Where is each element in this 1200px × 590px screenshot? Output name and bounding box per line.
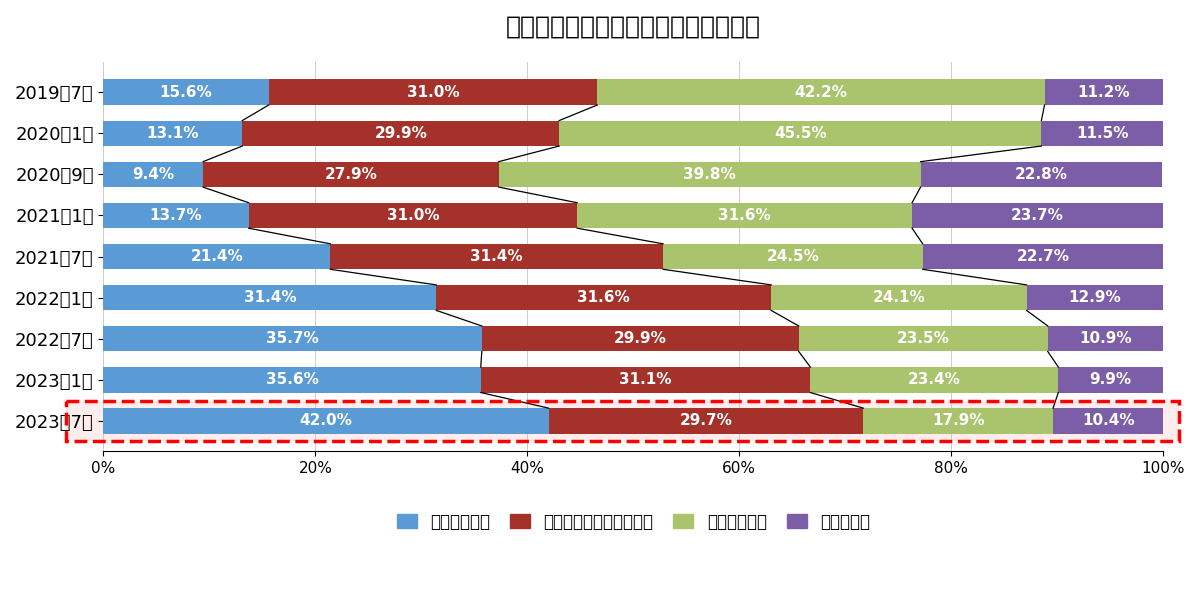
Text: 42.2%: 42.2% xyxy=(794,85,847,100)
Bar xyxy=(482,326,799,352)
Text: 31.0%: 31.0% xyxy=(407,85,460,100)
Text: 10.9%: 10.9% xyxy=(1079,331,1132,346)
Text: 12.9%: 12.9% xyxy=(1068,290,1121,305)
Bar xyxy=(598,80,1044,105)
Text: 29.9%: 29.9% xyxy=(614,331,667,346)
Bar xyxy=(103,203,248,228)
Text: 22.7%: 22.7% xyxy=(1016,249,1069,264)
Text: 17.9%: 17.9% xyxy=(932,414,984,428)
Bar xyxy=(481,367,810,392)
Text: 31.6%: 31.6% xyxy=(577,290,630,305)
Bar xyxy=(772,285,1026,310)
Bar xyxy=(923,244,1163,269)
Text: 13.1%: 13.1% xyxy=(146,126,199,141)
Text: 29.9%: 29.9% xyxy=(374,126,427,141)
Bar xyxy=(248,203,577,228)
Bar xyxy=(103,408,548,434)
Text: 21.4%: 21.4% xyxy=(191,249,244,264)
Text: 24.1%: 24.1% xyxy=(872,290,925,305)
Bar xyxy=(437,285,772,310)
Bar xyxy=(1026,285,1163,310)
Text: 10.4%: 10.4% xyxy=(1082,414,1134,428)
Bar xyxy=(920,162,1162,187)
Bar xyxy=(559,120,1042,146)
FancyBboxPatch shape xyxy=(66,401,1180,441)
Text: 15.6%: 15.6% xyxy=(160,85,212,100)
Text: 9.9%: 9.9% xyxy=(1090,372,1132,387)
Bar xyxy=(103,80,269,105)
Text: 31.1%: 31.1% xyxy=(619,372,672,387)
Text: 35.7%: 35.7% xyxy=(266,331,319,346)
Text: 27.9%: 27.9% xyxy=(324,167,377,182)
Bar xyxy=(499,162,920,187)
Bar xyxy=(863,408,1054,434)
Bar xyxy=(577,203,912,228)
Bar xyxy=(664,244,923,269)
Bar xyxy=(1044,80,1163,105)
Bar xyxy=(912,203,1163,228)
Text: 22.8%: 22.8% xyxy=(1015,167,1068,182)
Bar xyxy=(103,120,242,146)
Bar xyxy=(1048,326,1163,352)
Text: 23.5%: 23.5% xyxy=(896,331,949,346)
Bar xyxy=(242,120,559,146)
Title: 不動産の価格はどうなると思いますか: 不動産の価格はどうなると思いますか xyxy=(506,15,761,39)
Text: 45.5%: 45.5% xyxy=(774,126,827,141)
Text: 31.4%: 31.4% xyxy=(470,249,523,264)
Bar xyxy=(103,162,203,187)
Text: 11.2%: 11.2% xyxy=(1078,85,1130,100)
Text: 31.0%: 31.0% xyxy=(386,208,439,223)
Text: 29.7%: 29.7% xyxy=(679,414,732,428)
Text: 13.7%: 13.7% xyxy=(150,208,203,223)
Legend: 上がると思う, 横ばいで推移すると思う, 下がると思う, わからない: 上がると思う, 横ばいで推移すると思う, 下がると思う, わからない xyxy=(390,506,877,537)
Bar xyxy=(1054,408,1163,434)
Bar xyxy=(810,367,1058,392)
Bar xyxy=(1058,367,1163,392)
Text: 31.6%: 31.6% xyxy=(719,208,772,223)
Text: 23.7%: 23.7% xyxy=(1012,208,1064,223)
Bar xyxy=(548,408,863,434)
Text: 23.4%: 23.4% xyxy=(908,372,961,387)
Bar xyxy=(1042,120,1163,146)
Text: 35.6%: 35.6% xyxy=(265,372,318,387)
Text: 11.5%: 11.5% xyxy=(1076,126,1128,141)
Text: 9.4%: 9.4% xyxy=(132,167,174,182)
Bar xyxy=(103,244,330,269)
Text: 39.8%: 39.8% xyxy=(683,167,736,182)
Bar xyxy=(103,367,481,392)
Bar xyxy=(330,244,664,269)
Text: 42.0%: 42.0% xyxy=(300,414,353,428)
Bar xyxy=(799,326,1048,352)
Bar xyxy=(203,162,499,187)
Text: 31.4%: 31.4% xyxy=(244,290,296,305)
Bar xyxy=(103,326,482,352)
Bar xyxy=(103,285,437,310)
Bar xyxy=(269,80,598,105)
Text: 24.5%: 24.5% xyxy=(767,249,820,264)
